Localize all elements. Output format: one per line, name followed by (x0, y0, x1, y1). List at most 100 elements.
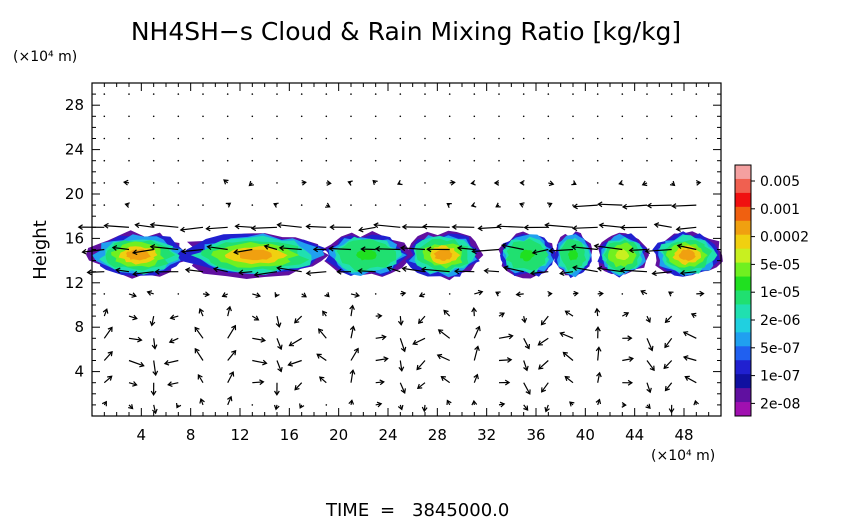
wind-vector (474, 289, 484, 296)
wind-vector (197, 374, 204, 384)
wind-vector (596, 93, 599, 95)
wind-vector (646, 360, 655, 372)
wind-vector (111, 245, 130, 251)
wind-vector (523, 338, 530, 350)
wind-vector (668, 291, 674, 297)
wind-vector (274, 292, 280, 298)
wind-vector (621, 402, 627, 408)
wind-vector (263, 244, 278, 251)
wind-vector (146, 290, 154, 296)
wind-vector (417, 315, 426, 325)
colorbar-swatch (735, 276, 751, 291)
wind-vector (300, 204, 303, 206)
wind-vector (202, 93, 204, 95)
colorbar-label: 5e-05 (760, 257, 800, 273)
wind-vector (202, 291, 211, 298)
wind-vector (570, 244, 598, 251)
wind-vector (276, 338, 283, 351)
wind-vector (372, 179, 378, 186)
wind-vector (301, 292, 307, 298)
wind-vector (495, 202, 501, 208)
wind-vector (103, 375, 113, 384)
wind-vector (103, 326, 113, 339)
wind-vector (538, 360, 549, 370)
x-tick-label: 8 (186, 426, 196, 444)
colorbar-swatch (735, 165, 751, 180)
wind-vector (498, 115, 500, 118)
wind-vector (595, 326, 601, 339)
wind-vector (522, 159, 525, 162)
wind-vector (399, 245, 426, 251)
wind-vector (515, 291, 524, 298)
wind-vector (547, 115, 550, 118)
wind-vector (651, 270, 672, 277)
wind-vector (128, 359, 145, 368)
wind-vector (523, 404, 529, 411)
wind-vector (595, 398, 602, 406)
wind-vector (668, 404, 675, 414)
wind-vector (227, 395, 233, 406)
wind-vector (177, 182, 180, 184)
wind-vector (322, 310, 328, 317)
colorbar-swatch (735, 332, 751, 347)
wind-vector (374, 159, 377, 162)
wind-vector (336, 268, 352, 275)
wind-vector (221, 292, 228, 298)
wind-vector (397, 316, 404, 326)
colorbar-swatch (735, 234, 751, 250)
colorbar-label: 2e-06 (760, 313, 800, 329)
wind-vector (205, 225, 228, 232)
wind-vector (177, 204, 180, 206)
cloud-segment (652, 231, 723, 277)
wind-vector (238, 269, 253, 276)
wind-vector (693, 399, 700, 406)
wind-vector (664, 337, 673, 349)
wind-vector (621, 159, 624, 162)
wind-vector (103, 182, 106, 184)
wind-vector (348, 399, 355, 406)
wind-vector (401, 223, 426, 230)
wind-vector (350, 347, 359, 361)
cloud-segment (554, 231, 593, 279)
wind-vector (547, 137, 550, 140)
wind-vector (473, 373, 479, 383)
colorbar-label: 0.005 (760, 174, 800, 190)
cloud-segment (405, 230, 484, 281)
wind-vector (670, 115, 673, 118)
wind-vector (149, 315, 156, 327)
x-axis-ticks: 4 8 12 16 20 24 28 32 36 40 44 48 (103, 83, 710, 444)
x-tick-label: 40 (576, 426, 595, 444)
wind-vector (252, 292, 261, 298)
wind-vector (473, 325, 481, 339)
wind-vector (102, 308, 109, 317)
x-tick-label: 32 (477, 426, 496, 444)
x-tick-label: 48 (674, 426, 693, 444)
colorbar-swatch (735, 192, 751, 208)
wind-vector (276, 360, 283, 373)
wind-vector (397, 404, 404, 411)
wind-vector (529, 270, 549, 276)
wind-vector (358, 226, 376, 233)
wind-vector (329, 224, 352, 231)
colorbar-swatch (735, 346, 751, 361)
wind-vector (621, 293, 624, 295)
wind-vector (641, 180, 648, 187)
wind-vector (424, 159, 426, 162)
wind-vector (300, 93, 303, 95)
wind-vector (134, 222, 154, 229)
wind-vector (375, 313, 383, 319)
wind-vector (227, 371, 235, 383)
wind-vector (522, 115, 525, 118)
wind-vector (152, 93, 155, 95)
wind-vector (176, 402, 182, 409)
wind-vector (169, 314, 179, 321)
wind-vector (253, 271, 278, 278)
wind-vector (223, 179, 229, 185)
wind-vector (572, 265, 598, 273)
wind-vector (684, 375, 697, 384)
wind-vector (571, 180, 577, 186)
wind-vector (399, 382, 406, 394)
wind-vector (152, 137, 155, 140)
y-axis-label: Height (30, 220, 51, 280)
wind-vector (276, 222, 302, 228)
